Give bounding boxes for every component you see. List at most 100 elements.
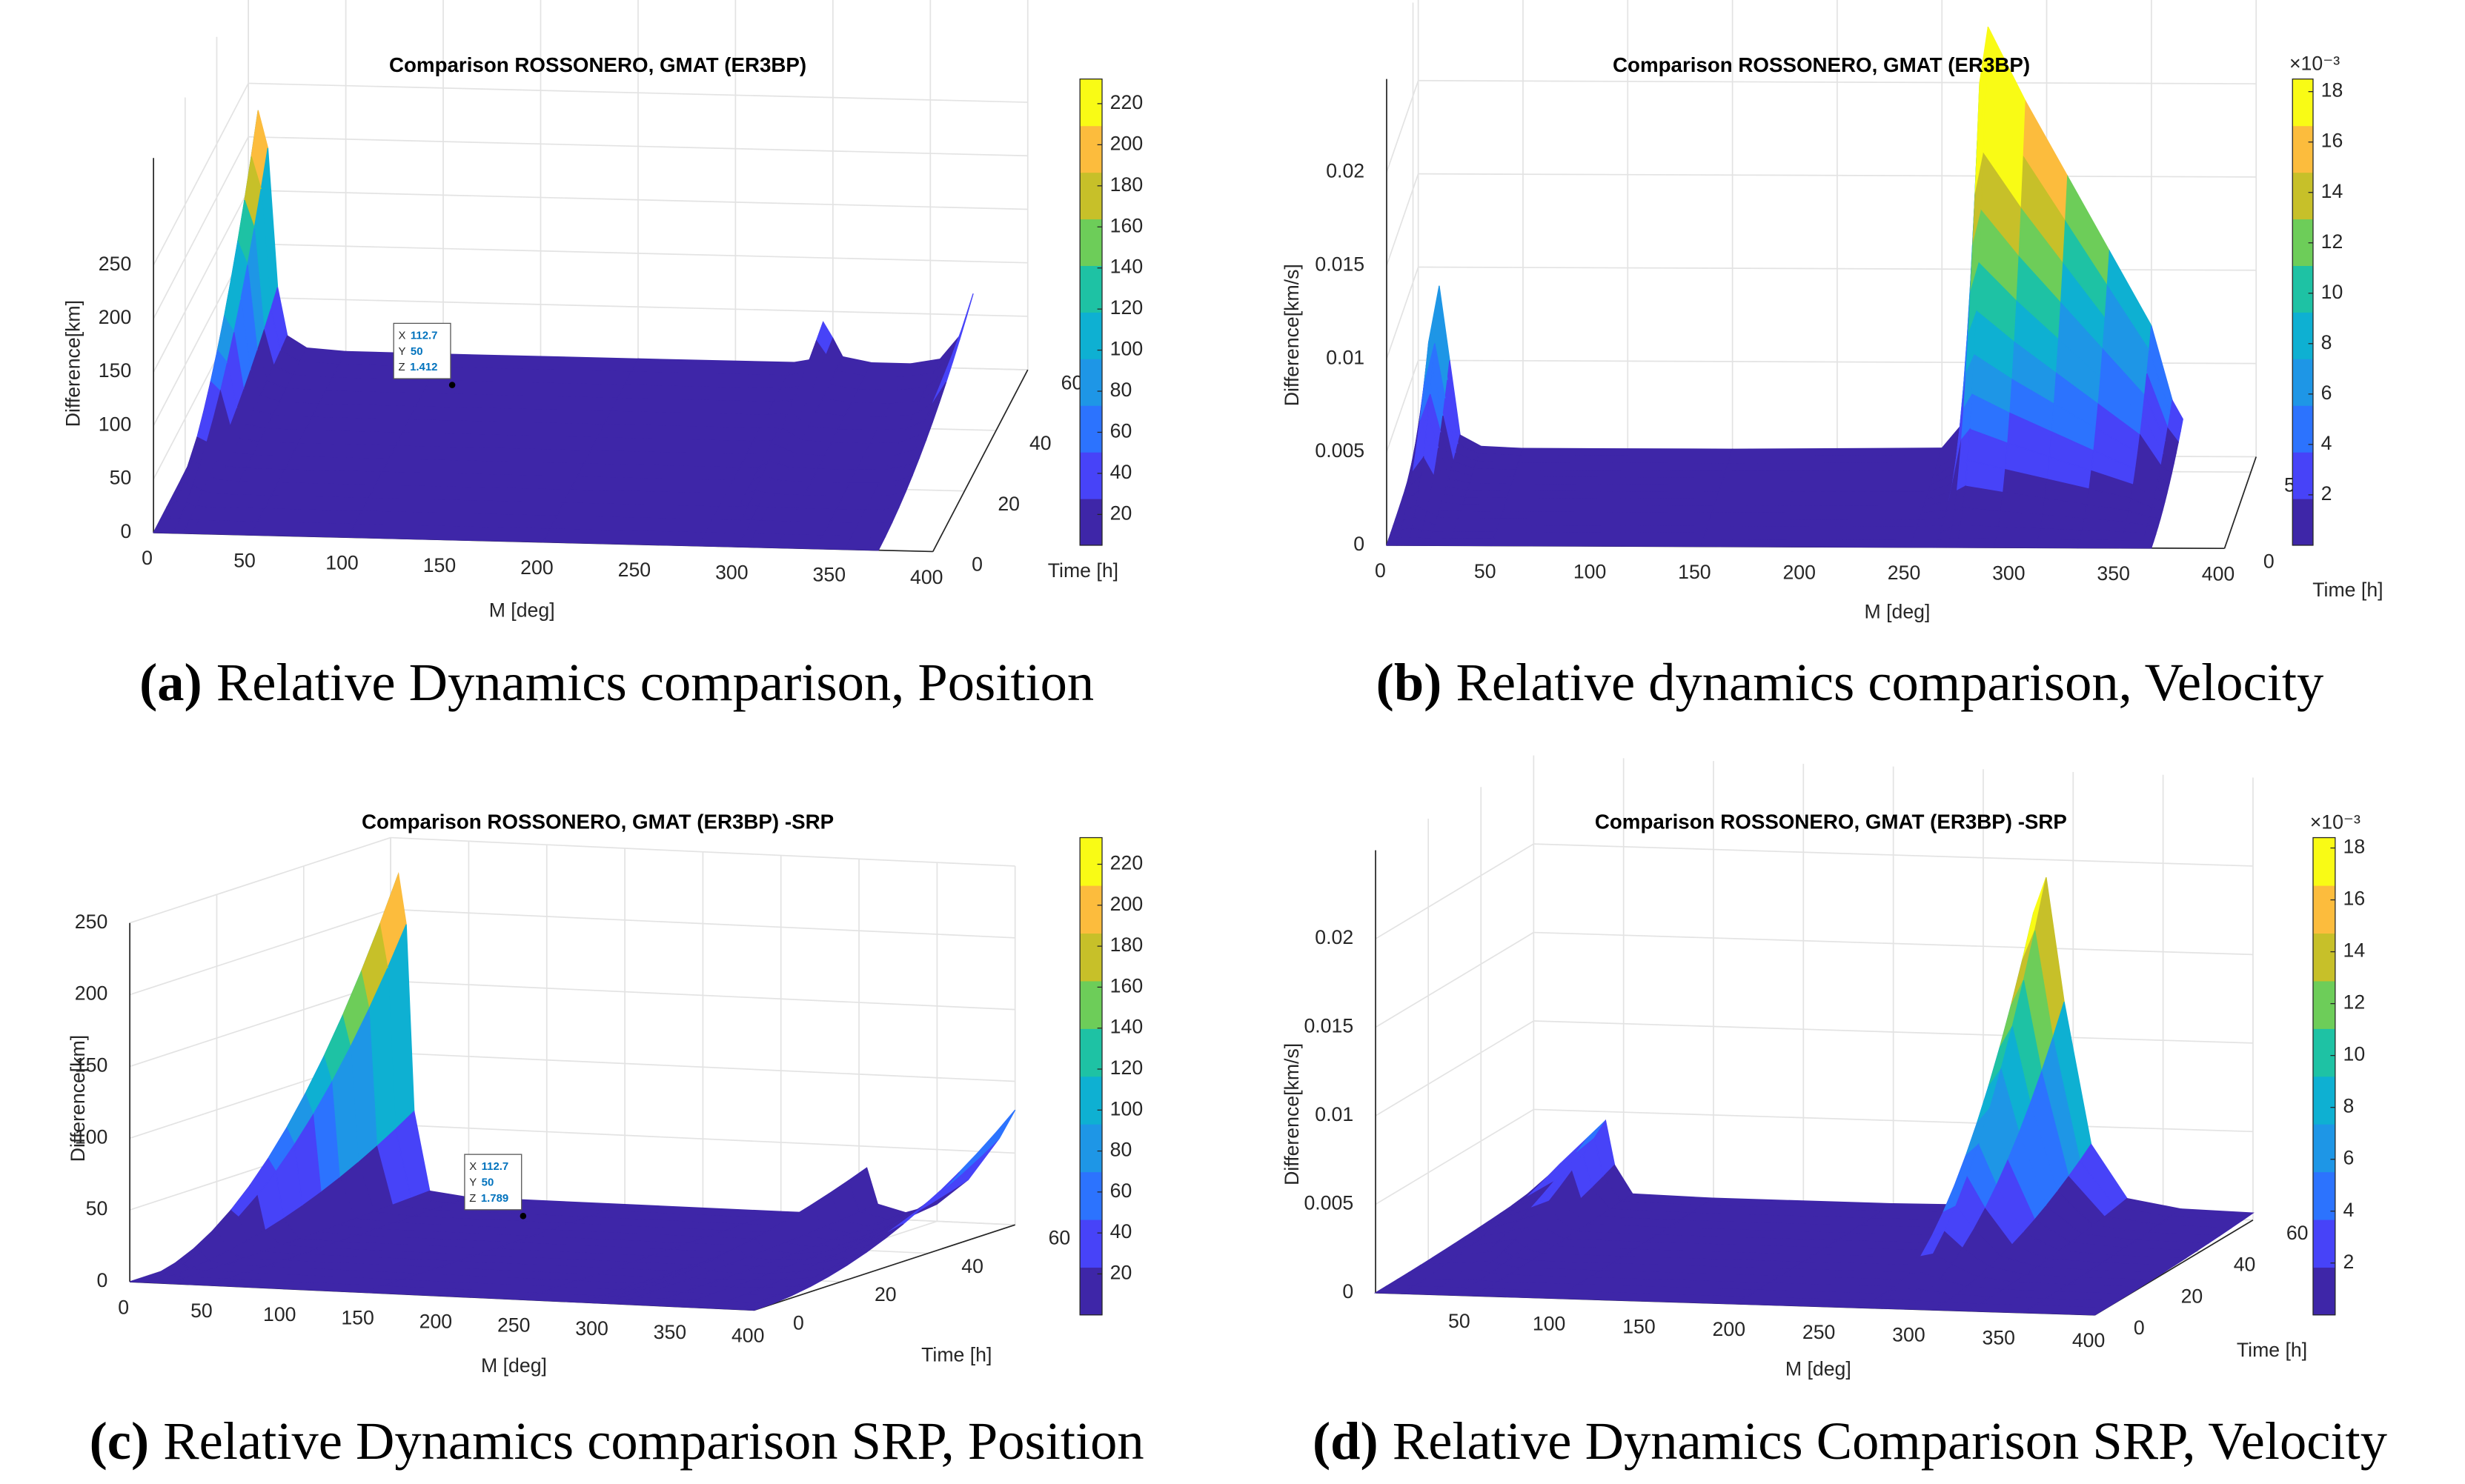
datatip-text: Y 50	[469, 1176, 494, 1188]
panel: 50 100 150 200 250 300 350 400 0 20 40 60 0 0.005 0.01…	[1281, 755, 2387, 1470]
colorbar-tick-label: 14	[2343, 939, 2366, 962]
chart-title: Comparison ROSSONERO, GMAT (ER3BP) -SRP	[362, 811, 834, 833]
colorbar-tick-label: 80	[1110, 379, 1132, 401]
x-tick-label: 150	[1678, 561, 1711, 583]
z-axis-label: Difference[km/s]	[1281, 1043, 1303, 1185]
caption: (d) Relative Dynamics Comparison SRP, Vel…	[1313, 1410, 2387, 1470]
axis-line	[932, 369, 1029, 552]
surface-patch	[272, 401, 320, 419]
y-tick-label: 60	[1049, 1226, 1071, 1248]
datatip-text: Z 1.412	[399, 361, 438, 373]
surface-patch	[803, 482, 851, 497]
surface-patch	[238, 468, 286, 484]
z-tick-label: 150	[99, 359, 131, 382]
axis-line	[754, 1224, 1015, 1311]
surface-patch	[1995, 526, 2042, 541]
datatip-value: 1.789	[481, 1192, 508, 1205]
datatip-label: Y	[399, 345, 406, 358]
colorbar-band	[2292, 405, 2313, 453]
colorbar-tick-label: 180	[1110, 934, 1143, 956]
z-tick-label: 250	[99, 253, 131, 275]
caption: (c) Relative Dynamics comparison SRP, Pos…	[90, 1410, 1144, 1470]
colorbar-band	[2292, 265, 2313, 313]
colorbar-band	[2312, 1267, 2335, 1316]
surface-patch	[1430, 531, 1455, 540]
y-axis-label: Time [h]	[2312, 579, 2383, 601]
colorbar-tick-label: 200	[1110, 893, 1143, 915]
grid-line	[1375, 843, 1534, 939]
grid-line	[1386, 267, 1419, 359]
z-tick-label: 150	[75, 1054, 107, 1076]
colorbar-band	[1080, 265, 1103, 313]
x-tick-label: 0	[118, 1296, 129, 1318]
colorbar-band	[1080, 1076, 1103, 1125]
panel: 05010015020025030035040005000.0050.010.0…	[1281, 0, 2383, 712]
x-tick-label: 300	[1992, 562, 2025, 584]
colorbar-band	[1080, 359, 1103, 406]
colorbar-tick-label: 60	[1110, 420, 1132, 442]
colorbar-tick-label: 40	[1110, 461, 1132, 483]
surface-patch	[1716, 491, 1929, 500]
chart-title: Comparison ROSSONERO, GMAT (ER3BP)	[389, 53, 806, 76]
colorbar-tick-label: 12	[2321, 230, 2343, 253]
colorbar-tick-label: 2	[2321, 482, 2332, 505]
chart-title: Comparison ROSSONERO, GMAT (ER3BP) -SRP	[1595, 811, 2067, 833]
surface-patch	[1520, 447, 1734, 457]
surface-patch	[1456, 518, 1502, 527]
x-tick-label: 150	[423, 554, 456, 576]
surface-patch	[210, 520, 259, 536]
surface-patch	[830, 429, 878, 445]
surface-patch	[1958, 525, 2000, 540]
z-tick-label: 0	[120, 520, 131, 542]
colorbar-tick-label: 120	[1110, 296, 1143, 319]
datatip-text: Z 1.789	[469, 1192, 508, 1205]
surface-patch	[2077, 539, 2123, 549]
y-axis-label: Time [h]	[1048, 559, 1118, 582]
surface-patch	[1506, 490, 1720, 500]
colorbar-tick-label: 14	[2321, 180, 2343, 202]
surface-patch	[231, 481, 279, 497]
colorbar-tick-label: 16	[2343, 888, 2366, 910]
surface-patch	[245, 454, 293, 470]
x-tick-label: 400	[2202, 563, 2235, 585]
colorbar-tick-label: 140	[1110, 1016, 1143, 1038]
y-tick-label: 0	[2134, 1317, 2145, 1339]
grid-line	[391, 980, 1015, 1011]
surface-patch	[1504, 498, 1718, 507]
surface-patch	[738, 1302, 774, 1311]
surface-patch	[2037, 528, 2083, 541]
y-tick-label: 20	[875, 1283, 897, 1305]
x-axis-label: M [deg]	[489, 599, 555, 622]
z-tick-label: 0	[96, 1269, 107, 1291]
surface-patch	[2119, 540, 2144, 549]
surface-patch	[1725, 462, 1939, 472]
surface-patch	[1450, 531, 1497, 540]
z-tick-label: 0	[1353, 533, 1364, 555]
surface-patch	[1729, 447, 1943, 457]
grid-line	[129, 908, 391, 996]
surface-patch	[1490, 538, 1704, 548]
z-tick-label: 250	[75, 911, 107, 933]
colorbar-band	[1080, 885, 1103, 934]
surface-patch	[1517, 455, 1731, 465]
x-tick-label: 350	[1983, 1326, 2015, 1348]
surface-patch	[1960, 508, 2002, 528]
z-tick-label: 200	[99, 306, 131, 328]
colorbar-tick-label: 12	[2343, 991, 2366, 1014]
surface-patch	[1993, 539, 2040, 548]
x-axis-label: M [deg]	[481, 1354, 547, 1377]
colorbar-tick-label: 10	[2343, 1043, 2366, 1065]
colorbar-band	[2292, 498, 2313, 546]
surface-patch	[817, 455, 865, 471]
grid-line	[248, 190, 1028, 210]
surface-patch	[1434, 517, 1459, 526]
grid-line	[1533, 931, 2253, 956]
surface-patch	[2144, 525, 2159, 535]
datatip-box	[393, 322, 451, 379]
surface-patch	[1700, 539, 1914, 548]
x-tick-label: 100	[1533, 1313, 1565, 1335]
surface-patch	[250, 521, 356, 538]
datatip-point	[448, 382, 456, 388]
surface-patch	[2142, 533, 2157, 542]
colorbar-tick-label: 18	[2343, 836, 2366, 858]
